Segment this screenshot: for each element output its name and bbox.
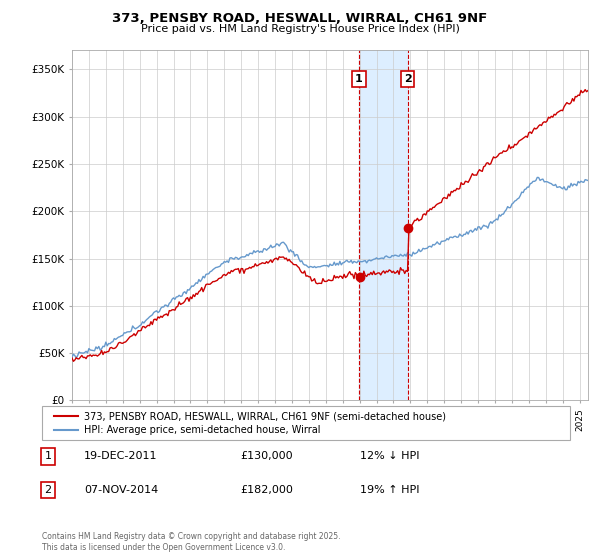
Text: Price paid vs. HM Land Registry's House Price Index (HPI): Price paid vs. HM Land Registry's House …: [140, 24, 460, 34]
Text: £182,000: £182,000: [240, 485, 293, 495]
Text: 12% ↓ HPI: 12% ↓ HPI: [360, 451, 419, 461]
Text: 373, PENSBY ROAD, HESWALL, WIRRAL, CH61 9NF: 373, PENSBY ROAD, HESWALL, WIRRAL, CH61 …: [112, 12, 488, 25]
Text: Contains HM Land Registry data © Crown copyright and database right 2025.
This d: Contains HM Land Registry data © Crown c…: [42, 532, 341, 552]
Text: 19-DEC-2011: 19-DEC-2011: [84, 451, 157, 461]
Text: 1: 1: [44, 451, 52, 461]
Text: HPI: Average price, semi-detached house, Wirral: HPI: Average price, semi-detached house,…: [84, 425, 320, 435]
Text: 07-NOV-2014: 07-NOV-2014: [84, 485, 158, 495]
Bar: [359, 50, 408, 400]
Text: 2: 2: [404, 74, 412, 84]
Text: 19% ↑ HPI: 19% ↑ HPI: [360, 485, 419, 495]
Text: 373, PENSBY ROAD, HESWALL, WIRRAL, CH61 9NF (semi-detached house): 373, PENSBY ROAD, HESWALL, WIRRAL, CH61 …: [84, 411, 446, 421]
Text: £130,000: £130,000: [240, 451, 293, 461]
Text: 1: 1: [355, 74, 363, 84]
Text: 2: 2: [44, 485, 52, 495]
